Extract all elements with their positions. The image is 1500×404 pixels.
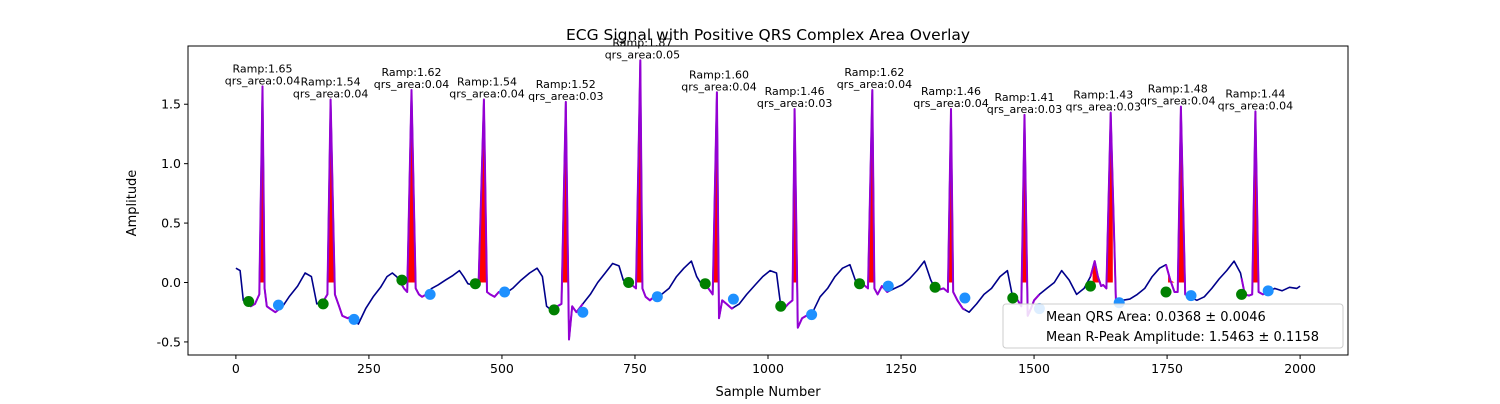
legend-box <box>1002 303 1344 349</box>
y-tick-label: 1.0 <box>161 156 181 171</box>
q-onset-marker <box>1084 280 1096 292</box>
r-peak-amplitude-label: Ramp:1.43 <box>1073 89 1133 102</box>
qrs-area-label: qrs_area:0.04 <box>374 78 449 91</box>
r-peak-amplitude-label: Ramp:1.54 <box>457 75 517 88</box>
qrs-area-label: qrs_area:0.04 <box>225 74 300 87</box>
qrs-area-label: qrs_area:0.04 <box>1140 95 1215 108</box>
y-axis-label: Amplitude <box>125 170 140 237</box>
chart-title: ECG Signal with Positive QRS Complex Are… <box>566 26 970 44</box>
x-tick-label: 1500 <box>1018 361 1050 376</box>
y-tick-label: -0.5 <box>157 334 181 349</box>
q-onset-marker <box>775 300 787 312</box>
s-offset-marker <box>499 286 511 298</box>
r-peak-amplitude-label: Ramp:1.52 <box>536 78 596 91</box>
s-offset-marker <box>272 299 284 311</box>
x-tick-label: 1000 <box>752 361 784 376</box>
legend-entry-mean-r-peak-amplitude: Mean R-Peak Amplitude: 1.5463 ± 0.1158 <box>1046 330 1319 345</box>
qrs-area-fill <box>861 90 882 283</box>
s-offset-marker <box>959 292 971 304</box>
y-tick-label: 1.5 <box>161 97 181 112</box>
qrs-area-label: qrs_area:0.03 <box>757 97 832 110</box>
qrs-area-label: qrs_area:0.03 <box>987 103 1062 116</box>
qrs-segment-line <box>859 89 889 296</box>
r-peak-amplitude-label: Ramp:1.41 <box>994 91 1054 104</box>
qrs-segment-line <box>1012 113 1041 317</box>
r-peak-amplitude-label: Ramp:1.46 <box>765 85 825 98</box>
qrs-segment-line <box>934 108 966 311</box>
r-peak-amplitude-label: Ramp:1.54 <box>301 75 361 88</box>
s-offset-marker <box>651 291 663 303</box>
qrs-area-label: qrs_area:0.04 <box>837 78 912 91</box>
qrs-segment-line <box>628 59 658 302</box>
q-onset-marker <box>623 277 635 289</box>
qrs-area-label: qrs_area:0.04 <box>449 87 524 100</box>
r-peak-amplitude-label: Ramp:1.44 <box>1225 87 1285 100</box>
qrs-area-label: qrs_area:0.05 <box>605 48 680 61</box>
s-offset-marker <box>1185 290 1197 302</box>
qrs-area-label: qrs_area:0.04 <box>1218 99 1293 112</box>
qrs-segment-line <box>1089 111 1120 305</box>
q-onset-marker <box>243 296 255 308</box>
s-offset-marker <box>806 309 818 321</box>
x-tick-label: 1250 <box>885 361 917 376</box>
x-tick-label: 2000 <box>1284 361 1316 376</box>
qrs-segment-line <box>704 91 734 320</box>
x-tick-label: 0 <box>232 361 240 376</box>
q-onset-marker <box>854 278 866 290</box>
s-offset-marker <box>727 293 739 305</box>
q-onset-marker <box>1236 288 1248 300</box>
qrs-area-label: qrs_area:0.03 <box>1065 101 1140 114</box>
q-onset-marker <box>469 278 481 290</box>
y-tick-label: 0.0 <box>161 275 181 290</box>
q-onset-marker <box>317 298 329 310</box>
qrs-segment-line <box>1165 105 1192 299</box>
qrs-area-label: qrs_area:0.04 <box>913 97 988 110</box>
r-peak-amplitude-label: Ramp:1.46 <box>921 85 981 98</box>
s-offset-marker <box>577 306 589 318</box>
legend: Mean QRS Area: 0.0368 ± 0.0046 Mean R-Pe… <box>1002 303 1344 349</box>
q-onset-marker <box>396 274 408 286</box>
qrs-area-label: qrs_area:0.04 <box>681 80 756 93</box>
qrs-segment-line <box>401 89 431 298</box>
s-offset-marker <box>424 288 436 300</box>
qrs-segment-line <box>474 98 506 298</box>
y-tick-label: 0.5 <box>161 216 181 231</box>
q-onset-marker <box>929 281 941 293</box>
x-tick-label: 250 <box>357 361 381 376</box>
r-peak-amplitude-label: Ramp:1.62 <box>844 66 904 79</box>
r-peak-amplitude-label: Ramp:1.60 <box>689 68 749 81</box>
q-onset-marker <box>699 278 711 290</box>
s-offset-marker <box>1262 285 1274 297</box>
qrs-segment-line <box>322 98 355 320</box>
qrs-segment-line <box>780 108 813 329</box>
qrs-area-label: qrs_area:0.04 <box>293 87 368 100</box>
q-onset-marker <box>1007 292 1019 304</box>
x-tick-label: 500 <box>490 361 514 376</box>
q-onset-marker <box>548 304 560 316</box>
x-axis-label: Sample Number <box>715 385 821 400</box>
x-tick-label: 750 <box>623 361 647 376</box>
legend-entry-mean-qrs-area: Mean QRS Area: 0.0368 ± 0.0046 <box>1046 310 1266 325</box>
qrs-segment-line <box>553 100 584 341</box>
q-onset-marker <box>1160 286 1172 298</box>
s-offset-marker <box>882 280 894 292</box>
qrs-segment-line <box>247 85 280 314</box>
r-peak-amplitude-label: Ramp:1.65 <box>232 62 292 75</box>
r-peak-amplitude-label: Ramp:1.48 <box>1148 83 1208 96</box>
r-peak-amplitude-label: Ramp:1.62 <box>381 66 441 79</box>
s-offset-marker <box>348 313 360 325</box>
x-tick-label: 1750 <box>1151 361 1183 376</box>
qrs-area-label: qrs_area:0.03 <box>528 90 603 103</box>
